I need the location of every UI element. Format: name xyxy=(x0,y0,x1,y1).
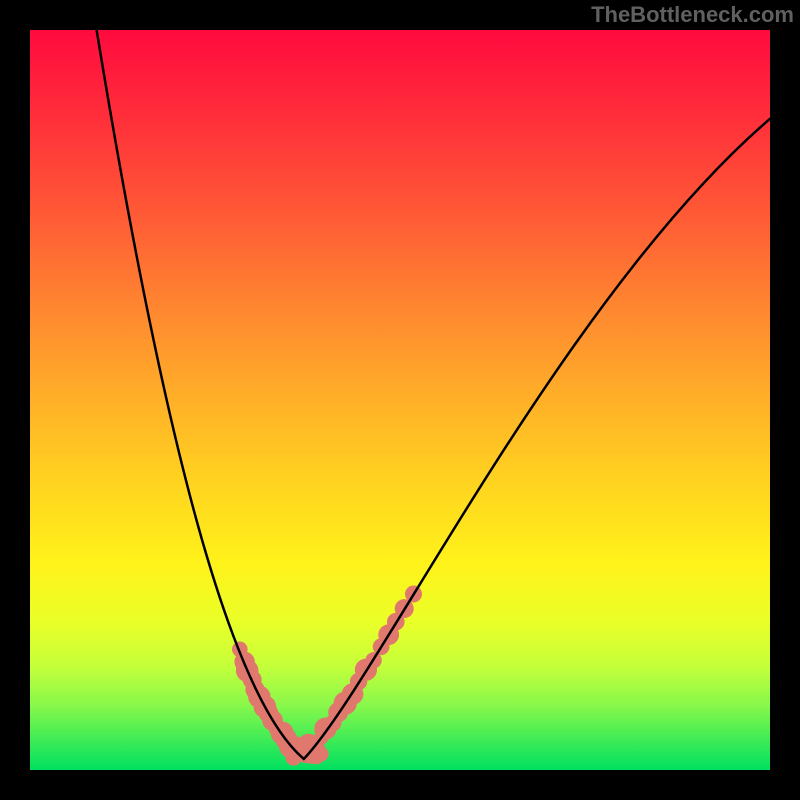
plot-background xyxy=(30,30,770,770)
marker-dot xyxy=(314,747,329,762)
chart-svg xyxy=(0,0,800,800)
watermark-text: TheBottleneck.com xyxy=(591,0,800,28)
chart-stage: TheBottleneck.com xyxy=(0,0,800,800)
